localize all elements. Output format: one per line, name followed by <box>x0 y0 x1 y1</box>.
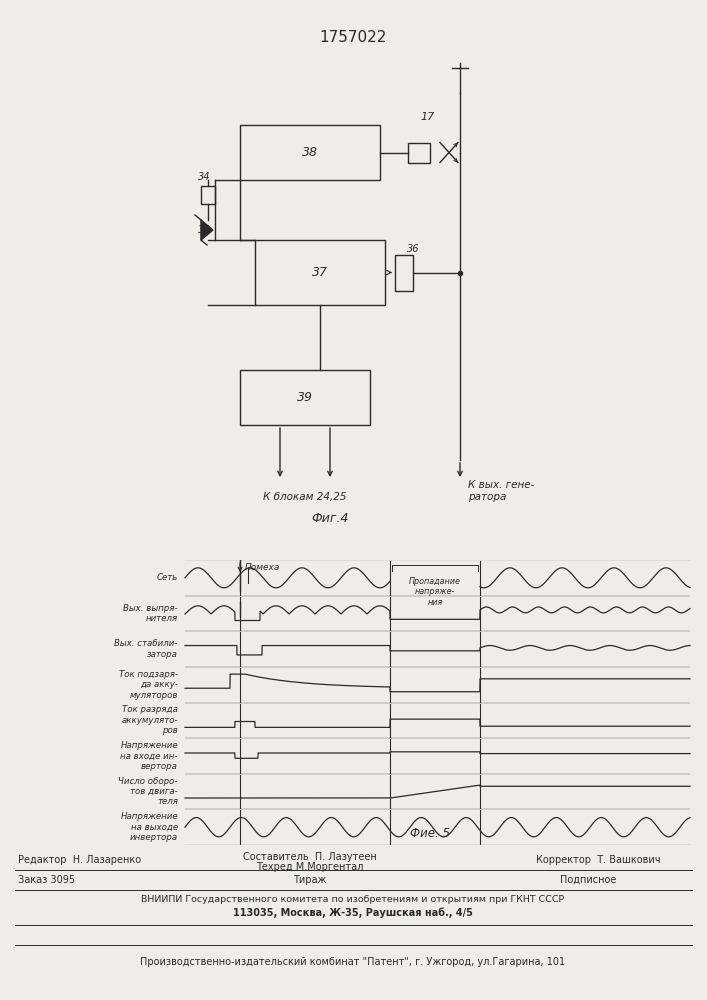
Text: Фие. 5: Фие. 5 <box>410 827 450 840</box>
Text: Редактор  Н. Лазаренко: Редактор Н. Лазаренко <box>18 855 141 865</box>
Text: Ток подзаря-
да акку-
муляторов: Ток подзаря- да акку- муляторов <box>119 670 178 700</box>
Bar <box>240 125 380 180</box>
Text: Вых. выпря-
нителя: Вых. выпря- нителя <box>124 604 178 623</box>
Text: Производственно-издательский комбинат "Патент", г. Ужгород, ул.Гагарина, 101: Производственно-издательский комбинат "П… <box>141 957 566 967</box>
Bar <box>201 186 215 204</box>
Text: 39: 39 <box>297 391 313 404</box>
Text: Помеха: Помеха <box>245 562 281 572</box>
Bar <box>255 240 385 305</box>
Bar <box>240 370 370 425</box>
Text: Ток разряда
аккумулято-
ров: Ток разряда аккумулято- ров <box>122 705 178 735</box>
Text: Заказ 3095: Заказ 3095 <box>18 875 75 885</box>
Text: Фиг.4: Фиг.4 <box>311 512 349 524</box>
Text: Сеть: Сеть <box>157 573 178 582</box>
Text: К блокам 24,25: К блокам 24,25 <box>263 492 346 502</box>
Text: Вых. стабили-
затора: Вых. стабили- затора <box>115 639 178 659</box>
Polygon shape <box>201 220 213 240</box>
Text: Составитель  П. Лазутеен: Составитель П. Лазутеен <box>243 852 377 862</box>
Text: К вых. гене-
ратора: К вых. гене- ратора <box>468 480 534 502</box>
Text: 34: 34 <box>197 172 210 182</box>
Text: 17: 17 <box>421 112 435 122</box>
Text: 37: 37 <box>312 266 328 279</box>
Text: 35: 35 <box>197 225 210 235</box>
Text: ВНИИПИ Государственного комитета по изобретениям и открытиям при ГКНТ СССР: ВНИИПИ Государственного комитета по изоб… <box>141 896 565 904</box>
Bar <box>395 254 413 290</box>
Text: Число оборо-
тов двига-
теля: Число оборо- тов двига- теля <box>119 777 178 806</box>
Text: Корректор  Т. Вашкович: Корректор Т. Вашкович <box>535 855 660 865</box>
Text: Пропадание
напряже-
ния: Пропадание напряже- ния <box>409 577 461 607</box>
Text: Подписное: Подписное <box>560 875 617 885</box>
Text: 38: 38 <box>302 146 318 159</box>
Text: Напряжение
на выходе
инвертора: Напряжение на выходе инвертора <box>120 812 178 842</box>
Text: 36: 36 <box>407 244 419 254</box>
Text: 1757022: 1757022 <box>320 30 387 45</box>
Text: Напряжение
на входе ин-
вертора: Напряжение на входе ин- вертора <box>120 741 178 771</box>
Text: Тираж: Тираж <box>293 875 327 885</box>
Text: Техред М.Моргентал: Техред М.Моргентал <box>257 862 363 872</box>
Bar <box>408 142 430 162</box>
Text: 113035, Москва, Ж-35, Раушская наб., 4/5: 113035, Москва, Ж-35, Раушская наб., 4/5 <box>233 908 473 918</box>
